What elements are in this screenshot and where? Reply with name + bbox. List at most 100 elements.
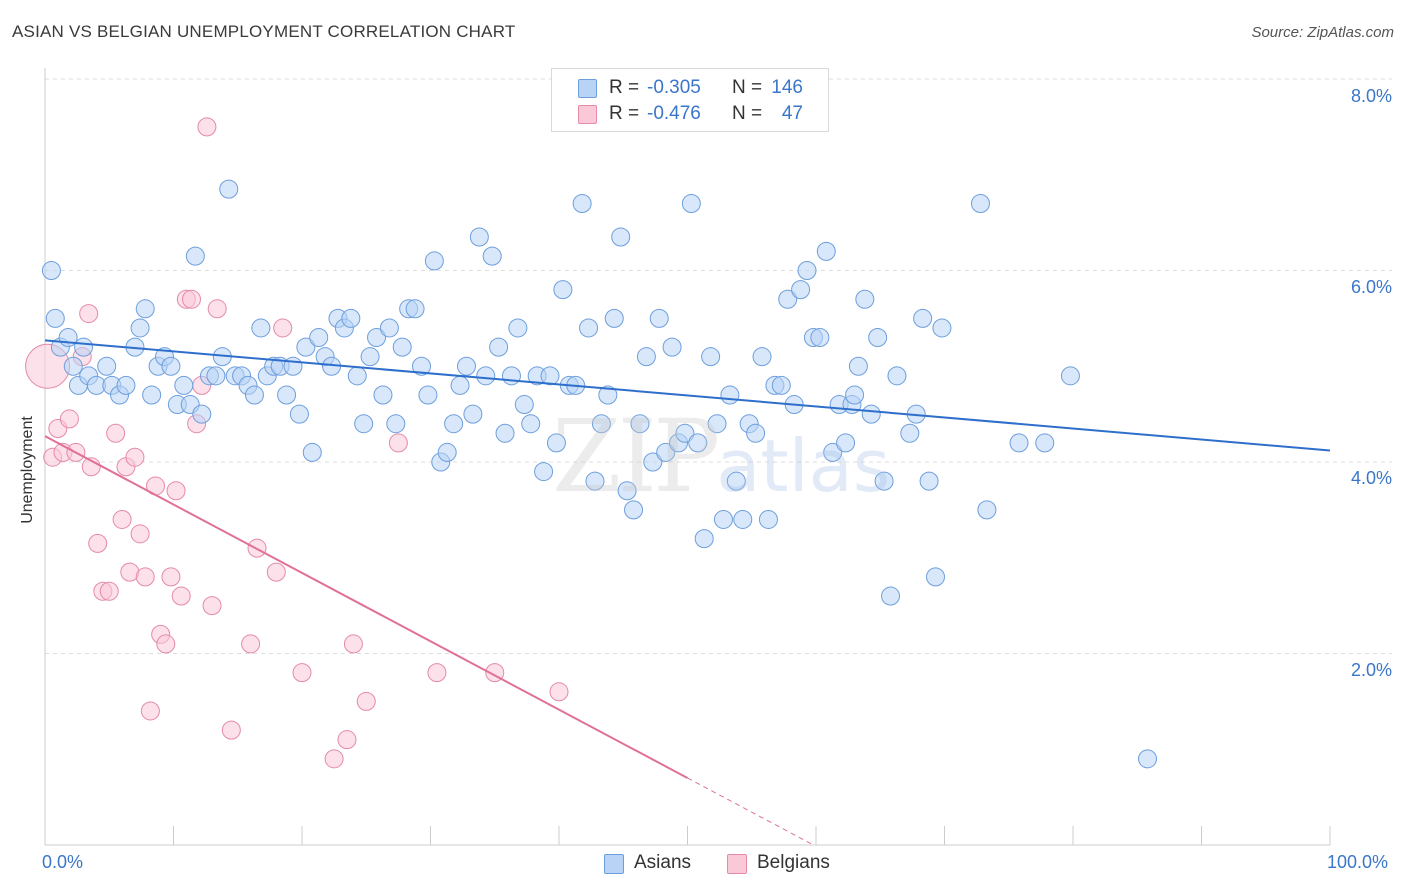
asian-point xyxy=(1009,433,1029,453)
asian-point xyxy=(489,337,509,357)
belgian-point xyxy=(106,423,126,443)
belgian-point xyxy=(221,720,241,740)
asian-point xyxy=(713,509,733,529)
asians-legend-swatch xyxy=(604,854,624,874)
asian-point xyxy=(707,414,727,434)
belgians-legend-label: Belgians xyxy=(757,852,830,873)
belgian-point xyxy=(292,663,312,683)
asian-point xyxy=(733,509,753,529)
y-axis-label: Unemployment xyxy=(19,416,36,524)
asian-point xyxy=(643,452,663,472)
asians-legend-label: Asians xyxy=(634,852,692,873)
asian-point xyxy=(219,179,239,199)
asian-point xyxy=(418,385,438,405)
asian-point xyxy=(810,328,830,348)
asian-point xyxy=(977,500,997,520)
asian-point xyxy=(874,471,894,491)
belgian-point xyxy=(181,289,201,309)
legend-row-asians: R = -0.305 N = 146 xyxy=(552,75,828,101)
x-tick-label-max: 100.0% xyxy=(1327,852,1389,872)
asian-point xyxy=(130,318,150,338)
belgian-point xyxy=(356,691,376,711)
asian-point xyxy=(45,308,65,328)
belgian-point xyxy=(59,409,79,429)
asian-points xyxy=(41,179,1158,769)
asian-point xyxy=(688,433,708,453)
gridlines xyxy=(45,78,1392,654)
n-value: 146 xyxy=(771,77,803,98)
asian-point xyxy=(649,308,669,328)
belgians-swatch xyxy=(578,105,597,124)
asian-point xyxy=(142,385,162,405)
asian-point xyxy=(919,471,939,491)
asian-point xyxy=(624,500,644,520)
n-label: N = xyxy=(732,77,763,98)
asian-point xyxy=(412,356,432,376)
asian-point xyxy=(74,337,94,357)
trend-lines xyxy=(44,339,1331,846)
asian-point xyxy=(302,442,322,462)
asian-point xyxy=(726,471,746,491)
correlation-legend: R = -0.305 N = 146 R = -0.476 N = 47 xyxy=(551,68,829,132)
asian-point xyxy=(296,337,316,357)
asian-point xyxy=(797,261,817,280)
asians-swatch xyxy=(578,79,597,98)
belgian-point xyxy=(427,663,447,683)
belgian-point xyxy=(337,730,357,750)
belgian-point xyxy=(388,433,408,453)
asian-point xyxy=(791,280,811,300)
r-value: -0.305 xyxy=(647,77,701,98)
source-credit: Source: ZipAtlas.com xyxy=(1251,24,1394,41)
asian-point xyxy=(341,308,361,328)
asian-point xyxy=(347,366,367,386)
asian-point xyxy=(206,366,226,386)
asian-point xyxy=(932,318,952,338)
y-tick-label-6: 6.0% xyxy=(1350,277,1392,297)
asian-point xyxy=(868,328,888,348)
asian-point xyxy=(675,423,695,443)
belgian-point xyxy=(171,586,191,606)
asian-point xyxy=(694,529,714,549)
asian-point xyxy=(746,423,766,443)
asian-point xyxy=(437,442,457,462)
asian-point xyxy=(463,404,483,424)
asian-point xyxy=(386,414,406,434)
belgian-point xyxy=(112,509,132,529)
asian-point xyxy=(456,356,476,376)
asian-point xyxy=(354,414,374,434)
y-tick-label-2: 2.0% xyxy=(1350,660,1392,680)
asian-point xyxy=(450,375,470,395)
asian-point xyxy=(771,375,791,395)
asian-point xyxy=(309,328,329,348)
belgian-point xyxy=(99,581,119,601)
asian-point xyxy=(752,347,772,367)
asian-point xyxy=(630,414,650,434)
n-value: 47 xyxy=(781,103,803,124)
asian-point xyxy=(778,289,798,309)
asian-point xyxy=(379,318,399,338)
asian-point xyxy=(514,395,534,415)
asian-point xyxy=(681,193,701,213)
asian-point xyxy=(534,462,554,482)
asian-point xyxy=(553,280,573,300)
asian-point xyxy=(41,261,61,280)
belgian-point xyxy=(125,447,145,467)
r-label: R = xyxy=(609,103,640,124)
asian-point xyxy=(289,404,309,424)
asian-point xyxy=(585,471,605,491)
asian-point xyxy=(424,251,444,271)
asian-point xyxy=(135,299,155,319)
belgian-point xyxy=(266,562,286,582)
belgian-point xyxy=(88,533,108,553)
asian-point xyxy=(367,328,387,348)
asian-point xyxy=(598,385,618,405)
asian-point xyxy=(848,356,868,376)
asian-point xyxy=(508,318,528,338)
asian-point xyxy=(591,414,611,434)
asian-point xyxy=(1060,366,1080,386)
asian-point xyxy=(656,442,676,462)
asian-point xyxy=(861,404,881,424)
belgian-points xyxy=(25,117,569,769)
belgian-point xyxy=(166,481,186,501)
asian-point xyxy=(482,246,502,266)
